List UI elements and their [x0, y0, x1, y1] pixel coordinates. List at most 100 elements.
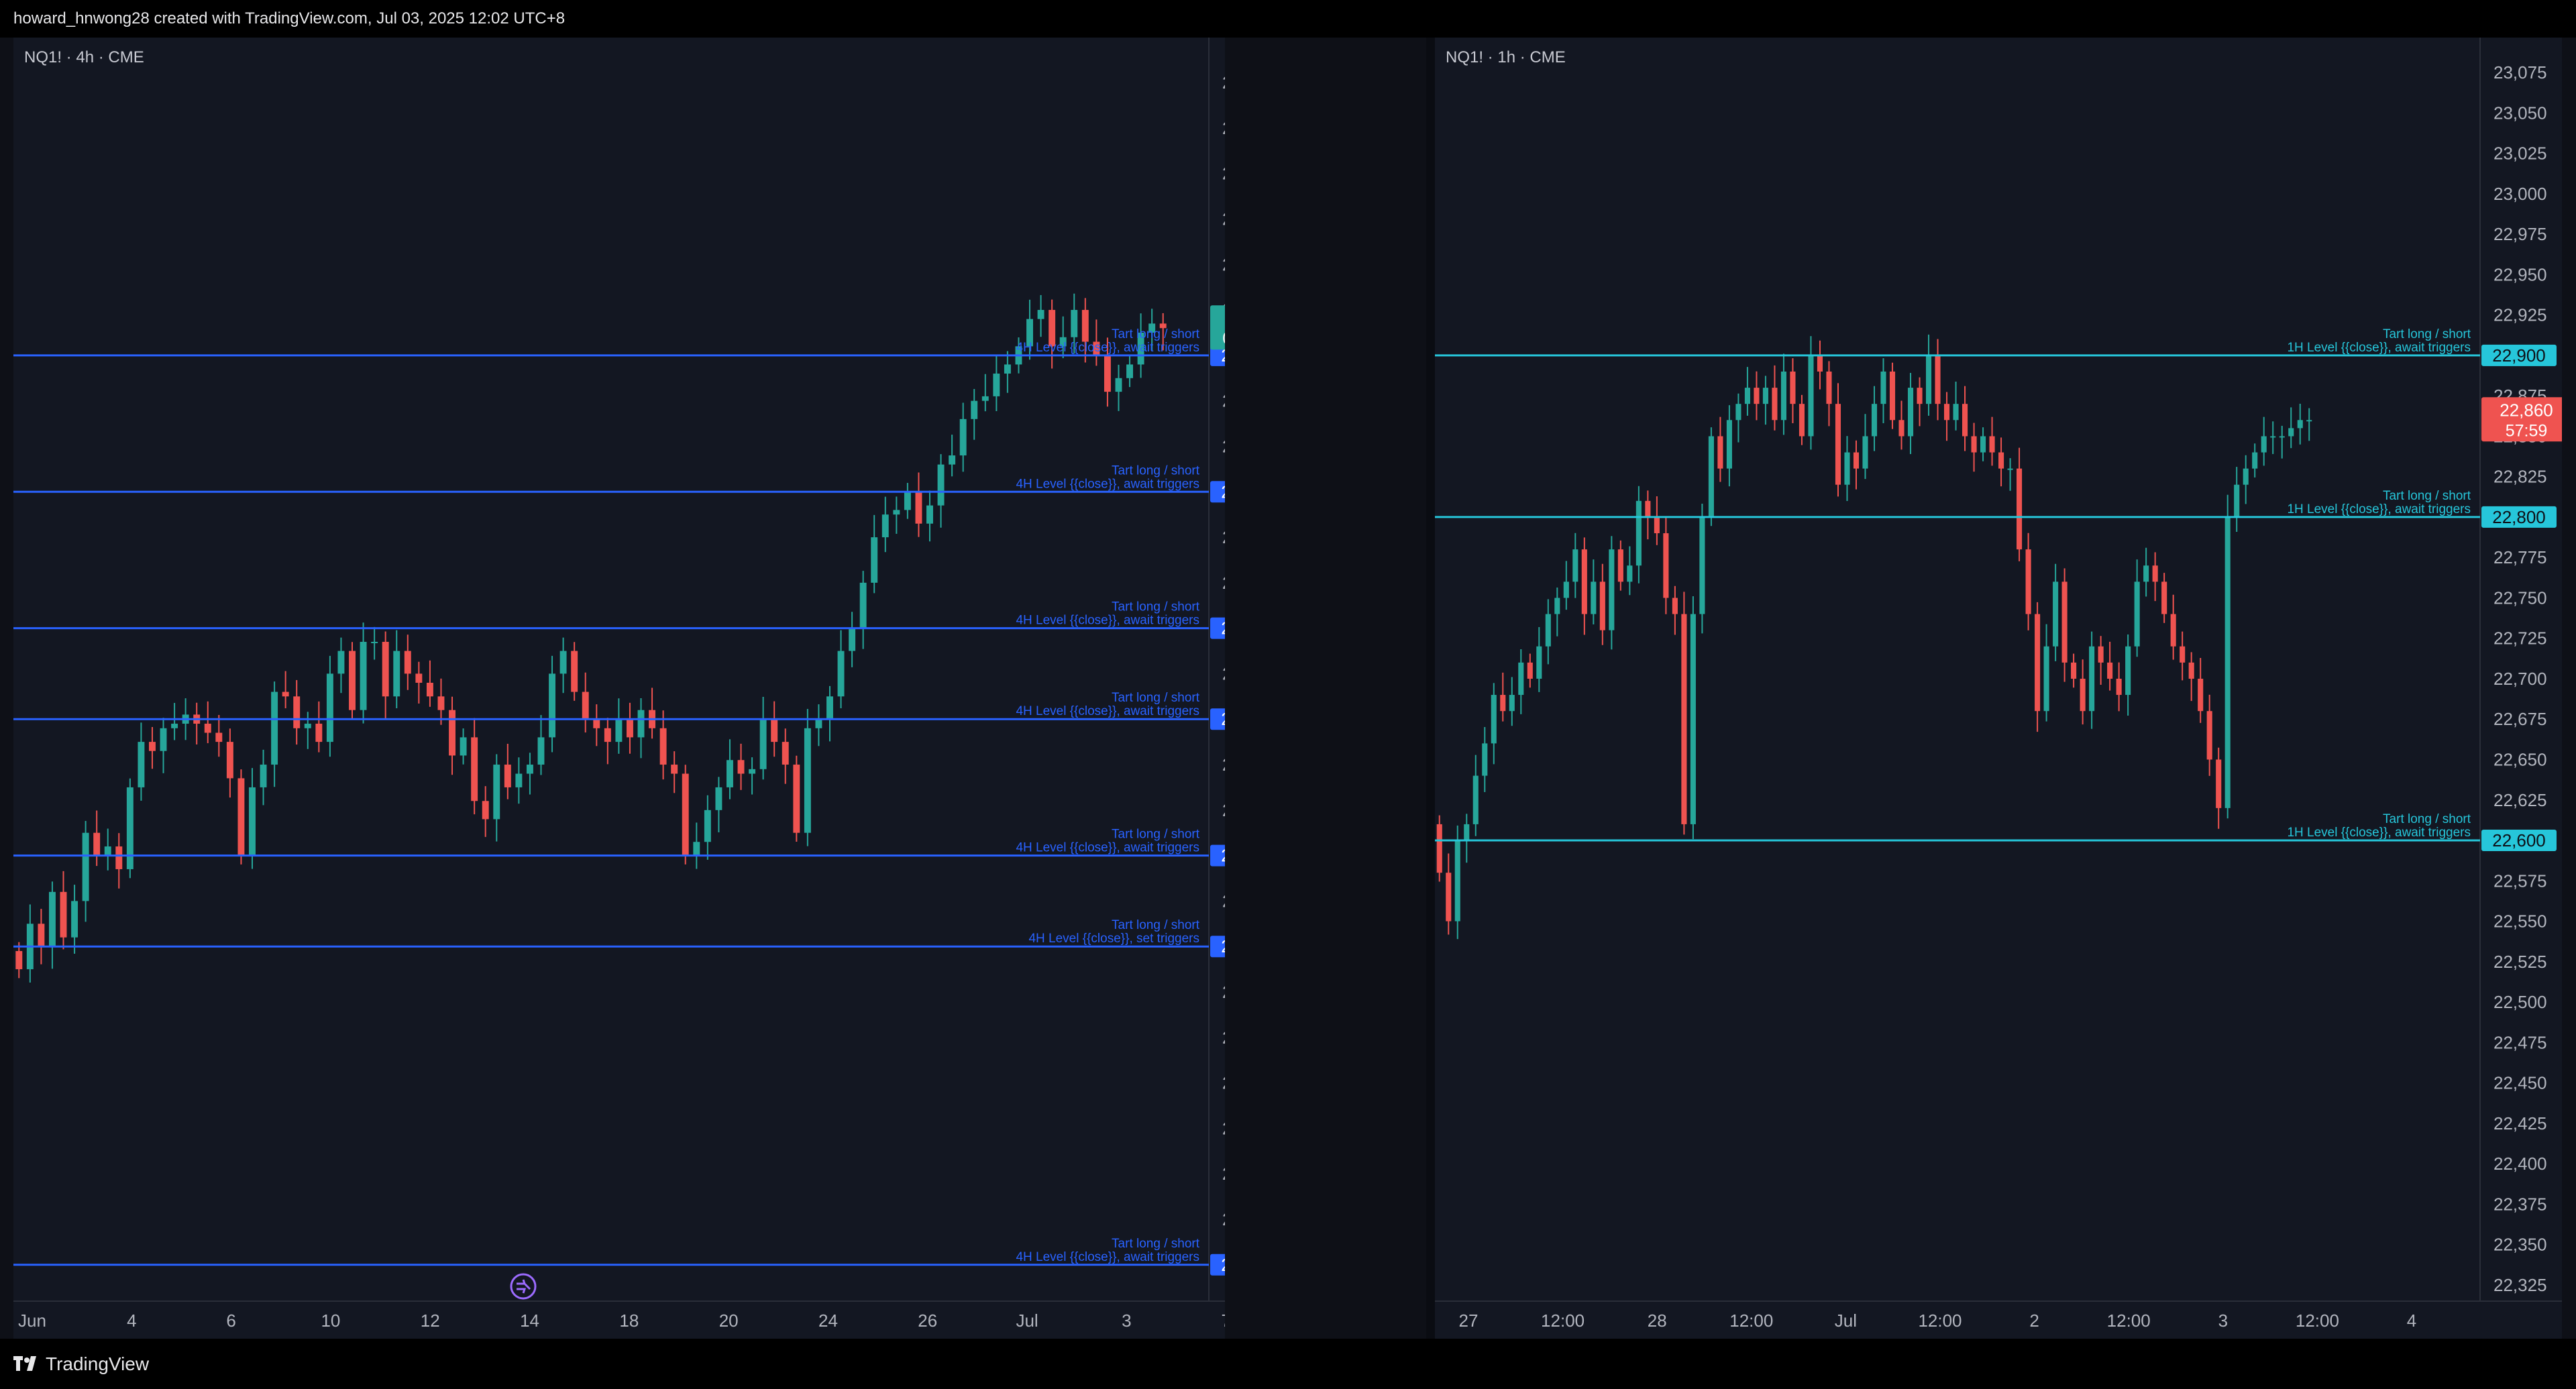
candle-body	[1998, 452, 2004, 469]
level-annotation-detail: 1H Level {{close}}, await triggers	[2287, 502, 2471, 516]
chart-pane-1h[interactable]: 22,325 22,350 22,375 22,400 22,425 22,450 22,4…	[1435, 38, 2562, 1339]
candle-body	[260, 765, 267, 787]
time-tick-label: 7	[1221, 1311, 1225, 1331]
level-price-badge-label: 22,200	[1221, 618, 1225, 638]
level-annotation-detail: 4H Level {{close}}, await triggers	[1016, 704, 1199, 718]
price-tick-label: 22,700	[1222, 391, 1225, 411]
candle-body	[682, 773, 689, 856]
candle-body	[1446, 873, 1452, 922]
candle-body	[2125, 646, 2131, 696]
candle-body	[1071, 310, 1078, 337]
level-annotation-detail: 1H Level {{close}}, await triggers	[2287, 826, 2471, 840]
candle-body	[1772, 388, 1778, 421]
time-tick-label: 4	[127, 1311, 136, 1331]
candle-body	[1554, 598, 1560, 614]
candle-body	[149, 742, 156, 751]
candle-body	[1004, 364, 1011, 374]
candle-body	[404, 651, 411, 674]
candle-body	[1126, 364, 1134, 378]
price-tick-label: 23,075	[2493, 62, 2547, 82]
price-tick-label: 22,450	[2493, 1073, 2547, 1093]
candle-body	[2152, 565, 2158, 582]
candle-body	[1536, 646, 1542, 679]
candle-body	[1853, 452, 1860, 469]
time-tick-label: 3	[1122, 1311, 1131, 1331]
candle-body	[1799, 404, 1805, 437]
candle-body	[371, 641, 378, 643]
candle-body	[2107, 662, 2113, 679]
candle-body	[1790, 371, 1796, 404]
chart-4h-svg[interactable]: 20,800 20,900 21,000 21,100 21,200 21,300 21,4…	[13, 38, 1225, 1339]
candle-body	[171, 724, 178, 728]
candle-body	[15, 950, 23, 970]
candle-body	[815, 719, 822, 728]
candle-body	[1137, 332, 1144, 365]
candle-body	[659, 728, 667, 765]
candle-body	[204, 724, 211, 733]
price-tick-label: 21,100	[1222, 1118, 1225, 1138]
price-tick-label: 22,525	[2493, 952, 2547, 972]
candle-body	[2161, 581, 2167, 614]
candle-body	[2071, 662, 2077, 679]
candle-body	[1049, 310, 1056, 347]
level-price-badge-label: 22,600	[2492, 830, 2546, 850]
candle-body	[1609, 549, 1615, 630]
price-tick-label: 22,300	[1222, 573, 1225, 593]
chart-pane-4h[interactable]: 20,800 20,900 21,000 21,100 21,200 21,300 21,4…	[13, 38, 1225, 1339]
candle-body	[715, 787, 722, 810]
symbol-label-1h[interactable]: NQ1! · 1h · CME	[1446, 48, 1566, 66]
candle-body	[837, 651, 845, 697]
candle-body	[749, 769, 756, 774]
level-price-badge	[1210, 1254, 1225, 1276]
candle-body	[1436, 824, 1442, 873]
candle-body	[426, 683, 433, 697]
candle-body	[226, 742, 233, 779]
candle-body	[1871, 404, 1878, 437]
level-annotation-detail: 4H Level {{close}}, await triggers	[1016, 614, 1199, 628]
candle-body	[1472, 775, 1479, 824]
pane-divider[interactable]	[1426, 38, 1435, 1339]
candle-body	[2270, 436, 2276, 438]
price-tick-label: 23,400	[1222, 72, 1225, 93]
time-tick-label: 26	[918, 1311, 937, 1331]
candle-body	[1104, 355, 1111, 392]
candle-body	[971, 400, 978, 419]
chart-1h-svg[interactable]: 22,325 22,350 22,375 22,400 22,425 22,450 22,4…	[1435, 38, 2562, 1339]
level-annotation-title: Tart long / short	[2383, 812, 2471, 826]
symbol-label-4h[interactable]: NQ1! · 4h · CME	[24, 48, 144, 66]
price-tick-label: 22,650	[2493, 749, 2547, 769]
replay-marker-ring	[510, 1273, 537, 1300]
candle-body	[526, 765, 533, 774]
candle-body	[1464, 824, 1470, 841]
candle-body	[1672, 598, 1678, 614]
candle-body	[771, 719, 778, 742]
level-annotation-detail: 4H Level {{close}}, await triggers	[1016, 341, 1199, 355]
price-tick-label: 22,975	[2493, 224, 2547, 244]
time-tick-label: Jul	[1835, 1311, 1857, 1331]
candle-body	[904, 492, 911, 510]
candle-body	[949, 455, 956, 465]
candle-body	[460, 737, 467, 756]
candle-body	[1518, 662, 1524, 696]
candle-body	[1971, 436, 1977, 453]
time-tick-label: 20	[719, 1311, 739, 1331]
candle-body	[1500, 695, 1506, 712]
candle-body	[1917, 388, 1923, 404]
replay-marker-icon[interactable]	[510, 1273, 537, 1300]
candle-body	[138, 742, 145, 787]
candle-body	[1717, 436, 1723, 469]
candle-body	[793, 765, 800, 833]
level-annotation-detail: 1H Level {{close}}, await triggers	[2287, 341, 2471, 355]
level-annotation-detail: 4H Level {{close}}, await triggers	[1016, 841, 1199, 855]
candle-body	[704, 810, 711, 842]
price-tick-label: 21,400	[1222, 982, 1225, 1002]
candle-body	[2297, 420, 2303, 429]
candle-body	[2025, 549, 2031, 614]
candle-body	[237, 778, 245, 856]
level-price-badge	[1210, 844, 1225, 867]
candle-body	[881, 514, 889, 538]
price-tick-label: 22,325	[2493, 1275, 2547, 1295]
level-annotation-detail: 4H Level {{close}}, await triggers	[1016, 477, 1199, 491]
candle-body	[504, 765, 511, 787]
last-price-badge	[2481, 397, 2562, 442]
